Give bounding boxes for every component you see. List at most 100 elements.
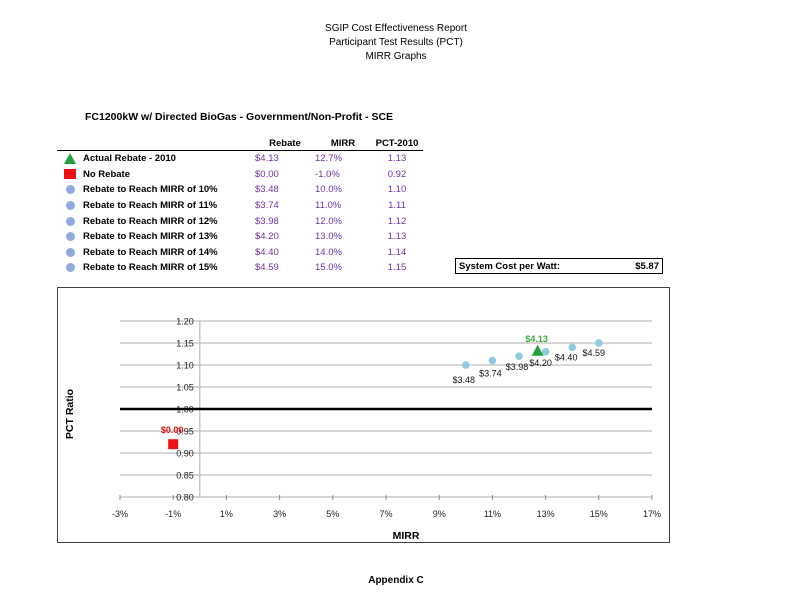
data-point-circle (488, 356, 497, 365)
scenario-title: FC1200kW w/ Directed BioGas - Government… (85, 111, 394, 123)
data-point-circle (568, 343, 576, 352)
report-section: MIRR Graphs (365, 51, 427, 62)
row-mirr: 10.0% (315, 184, 342, 196)
x-tick-label: 17% (643, 509, 661, 519)
table-row: Rebate to Reach MIRR of 14% $4.40 14.0% … (57, 245, 423, 261)
row-label: Rebate to Reach MIRR of 14% (83, 246, 218, 258)
y-tick-label: 1.20 (176, 317, 194, 327)
row-rebate: $3.48 (255, 184, 279, 196)
row-label: Rebate to Reach MIRR of 13% (83, 231, 218, 243)
row-pct: 1.15 (387, 262, 407, 274)
x-tick-label: 7% (379, 509, 392, 519)
table-row: Rebate to Reach MIRR of 11% $3.74 11.0% … (57, 198, 423, 214)
y-axis-title: PCT Ratio (64, 389, 76, 439)
system-cost-box: System Cost per Watt: $5.87 (455, 258, 663, 274)
row-pct: 0.92 (387, 168, 407, 180)
row-label: Actual Rebate - 2010 (83, 153, 176, 165)
data-label: $4.59 (583, 348, 606, 358)
col-rebate: Rebate (255, 136, 315, 151)
row-rebate: $4.13 (255, 153, 279, 165)
table-row: Actual Rebate - 2010 $4.13 12.7% 1.13 (57, 151, 423, 167)
row-label: Rebate to Reach MIRR of 12% (83, 215, 218, 227)
y-tick-label: 1.10 (176, 361, 194, 371)
report-subtitle: Participant Test Results (PCT) (329, 37, 463, 48)
row-pct: 1.13 (387, 153, 407, 165)
y-tick-label: 0.85 (176, 471, 194, 481)
row-mirr: -1.0% (315, 168, 340, 180)
blue-circle-icon (65, 232, 75, 242)
data-point-triangle (531, 344, 544, 356)
row-pct: 1.14 (387, 246, 407, 258)
data-label: $3.74 (479, 369, 502, 379)
data-point-circle (515, 352, 523, 361)
row-pct: 1.13 (387, 231, 407, 243)
x-tick-label: 11% (484, 509, 501, 519)
row-mirr: 12.7% (315, 153, 342, 165)
y-tick-label: 0.90 (176, 449, 194, 459)
legend-label-header (83, 136, 255, 151)
row-rebate: $4.40 (255, 246, 279, 258)
table-row: Rebate to Reach MIRR of 12% $3.98 12.0% … (57, 213, 423, 229)
x-tick-label: -3% (112, 509, 128, 519)
row-label: Rebate to Reach MIRR of 15% (83, 262, 218, 274)
row-rebate: $4.20 (255, 231, 279, 243)
mirr-chart (57, 287, 670, 543)
blue-circle-icon (65, 185, 75, 195)
green-triangle-icon (64, 153, 76, 165)
row-mirr: 15.0% (315, 262, 342, 274)
legend-table: Rebate MIRR PCT-2010 Actual Rebate - 201… (57, 136, 423, 276)
data-point-circle (462, 361, 470, 369)
system-cost-value: $5.87 (635, 260, 659, 272)
table-row: Rebate to Reach MIRR of 10% $3.48 10.0% … (57, 182, 423, 198)
row-mirr: 13.0% (315, 231, 342, 243)
row-mirr: 11.0% (315, 200, 342, 212)
y-tick-label: 0.80 (176, 493, 194, 503)
x-tick-label: 13% (537, 509, 555, 519)
report-title: SGIP Cost Effectiveness Report (325, 23, 467, 34)
data-point-circle (541, 348, 550, 356)
row-label: Rebate to Reach MIRR of 11% (83, 200, 218, 212)
x-tick-label: 5% (326, 509, 339, 519)
data-label: $3.98 (506, 362, 529, 372)
blue-circle-icon (65, 263, 75, 273)
data-label: $4.13 (525, 334, 548, 344)
row-label: No Rebate (83, 168, 130, 180)
row-rebate: $4.59 (255, 262, 279, 274)
blue-circle-icon (65, 247, 75, 257)
y-tick-label: 0.95 (176, 427, 194, 437)
x-tick-label: 9% (433, 509, 446, 519)
table-row: Rebate to Reach MIRR of 13% $4.20 13.0% … (57, 229, 423, 245)
legend-icon-header (57, 136, 83, 151)
x-tick-label: 1% (220, 509, 233, 519)
x-tick-label: 3% (273, 509, 286, 519)
row-label: Rebate to Reach MIRR of 10% (83, 184, 218, 196)
system-cost-label: System Cost per Watt: (459, 260, 560, 272)
row-rebate: $3.98 (255, 215, 279, 227)
x-axis-title: MIRR (393, 530, 420, 542)
blue-circle-icon (65, 201, 75, 211)
data-label: $3.48 (453, 375, 476, 385)
y-tick-label: 1.05 (176, 383, 194, 393)
row-pct: 1.12 (387, 215, 407, 227)
data-label: $4.40 (555, 352, 578, 362)
row-rebate: $3.74 (255, 200, 279, 212)
data-label: $0.00 (161, 425, 184, 435)
col-mirr: MIRR (315, 136, 371, 151)
row-pct: 1.10 (387, 184, 407, 196)
appendix-label: Appendix C (368, 575, 424, 586)
red-square-icon (64, 169, 76, 180)
row-mirr: 12.0% (315, 215, 342, 227)
x-tick-label: -1% (165, 509, 181, 519)
row-mirr: 14.0% (315, 246, 342, 258)
row-pct: 1.11 (388, 200, 406, 212)
x-tick-label: 15% (590, 509, 608, 519)
col-pct: PCT-2010 (371, 136, 423, 151)
data-label: $4.20 (529, 358, 552, 368)
data-point-square (168, 439, 179, 450)
table-row: No Rebate $0.00 -1.0% 0.92 (57, 167, 423, 183)
row-rebate: $0.00 (255, 168, 279, 180)
blue-circle-icon (65, 216, 75, 226)
table-row: Rebate to Reach MIRR of 15% $4.59 15.0% … (57, 260, 423, 276)
data-point-circle (595, 339, 603, 347)
